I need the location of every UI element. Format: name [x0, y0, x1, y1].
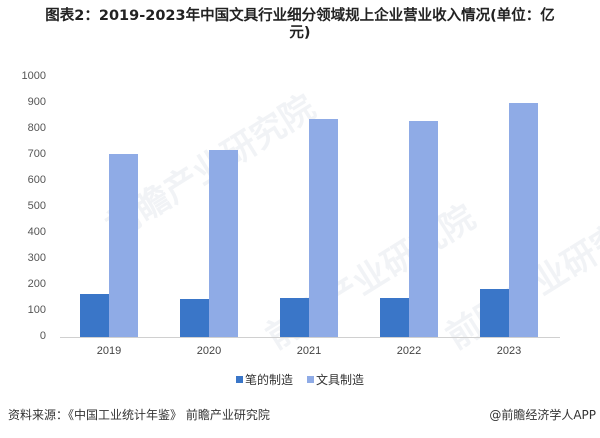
- footer: 资料来源：《中国工业统计年鉴》 前瞻产业研究院 @前瞻经济学人APP: [8, 406, 596, 423]
- legend-swatch-pen: [235, 376, 243, 383]
- y-tick-label: 100: [27, 304, 46, 316]
- y-tick-label: 800: [27, 122, 46, 134]
- x-tick-label: 2022: [396, 345, 422, 357]
- bar-stationery-2022: [409, 120, 438, 337]
- y-tick-label: 600: [27, 174, 46, 186]
- y-tick-label: 500: [27, 200, 46, 212]
- legend-label: 文具制造: [316, 373, 365, 387]
- bar-pen-2021: [280, 298, 309, 337]
- bar-stationery-2023: [509, 103, 538, 337]
- y-tick-label: 1000: [21, 70, 46, 82]
- legend-label: 笔的制造: [244, 373, 293, 387]
- y-tick-label: 700: [27, 148, 46, 160]
- legend: 笔的制造 文具制造: [0, 371, 600, 388]
- y-tick-label: 300: [27, 252, 46, 264]
- plot-area: 前瞻产业研究院 前瞻产业研究院 前瞻产业研究院 0100200300400500…: [21, 70, 600, 357]
- bar-pen-2022: [380, 298, 409, 337]
- y-tick-label: 0: [39, 330, 46, 342]
- x-tick-label: 2019: [96, 345, 122, 357]
- x-tick-label: 2023: [496, 345, 522, 357]
- credit: @前瞻经济学人APP: [489, 408, 596, 422]
- bar-stationery-2021: [309, 119, 338, 337]
- legend-swatch-stationery: [307, 376, 314, 383]
- y-tick-label: 400: [27, 226, 46, 238]
- chart-title: 图表2：2019-2023年中国文具行业细分领域规上企业营业收入情况(单位：亿 …: [0, 8, 600, 42]
- source-note: 资料来源：《中国工业统计年鉴》 前瞻产业研究院: [8, 408, 270, 422]
- bar-pen-2023: [480, 288, 509, 337]
- legend-item-stationery: 文具制造: [307, 371, 364, 388]
- bar-pen-2019: [80, 294, 109, 337]
- bar-stationery-2020: [209, 150, 238, 337]
- x-axis-line: [60, 337, 560, 338]
- y-tick-label: 200: [27, 278, 46, 290]
- y-tick-label: 900: [27, 96, 46, 108]
- x-tick-label: 2021: [296, 345, 322, 357]
- bar-pen-2020: [180, 299, 209, 337]
- legend-item-pen: 笔的制造: [235, 371, 293, 388]
- chart-title-line2: 元): [289, 25, 311, 41]
- x-tick-label: 2020: [196, 345, 222, 357]
- bar-stationery-2019: [109, 153, 138, 337]
- chart-title-line1: 图表2：2019-2023年中国文具行业细分领域规上企业营业收入情况(单位：亿: [45, 8, 555, 24]
